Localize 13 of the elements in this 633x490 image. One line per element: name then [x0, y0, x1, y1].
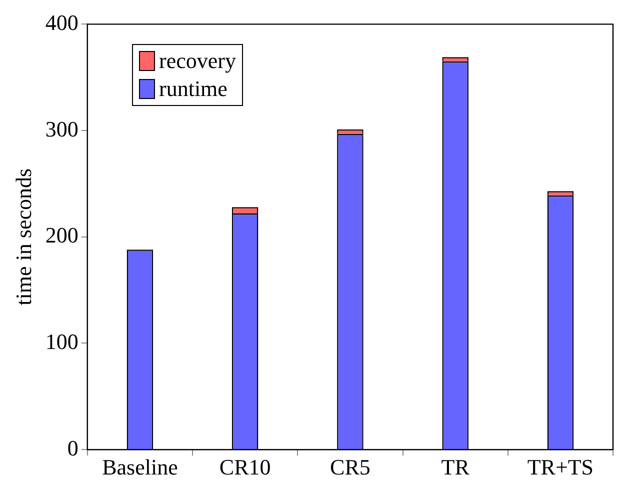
y-tick-label: 300 — [45, 116, 78, 142]
x-tick-label: TR — [441, 454, 470, 480]
legend-label: runtime — [159, 75, 228, 103]
y-tick-label: 100 — [45, 329, 78, 354]
legend-label: recovery — [159, 47, 236, 75]
y-tick-label: 200 — [45, 222, 78, 248]
y-tick-label: 400 — [45, 10, 78, 35]
x-tick-label: Baseline — [102, 454, 178, 480]
y-tick-label: 0 — [67, 435, 78, 460]
x-tick-label: CR5 — [330, 454, 370, 480]
x-tick-label: CR10 — [219, 454, 271, 480]
x-tick-label: TR+TS — [527, 454, 594, 480]
y-axis-title: time in seconds — [10, 168, 36, 306]
